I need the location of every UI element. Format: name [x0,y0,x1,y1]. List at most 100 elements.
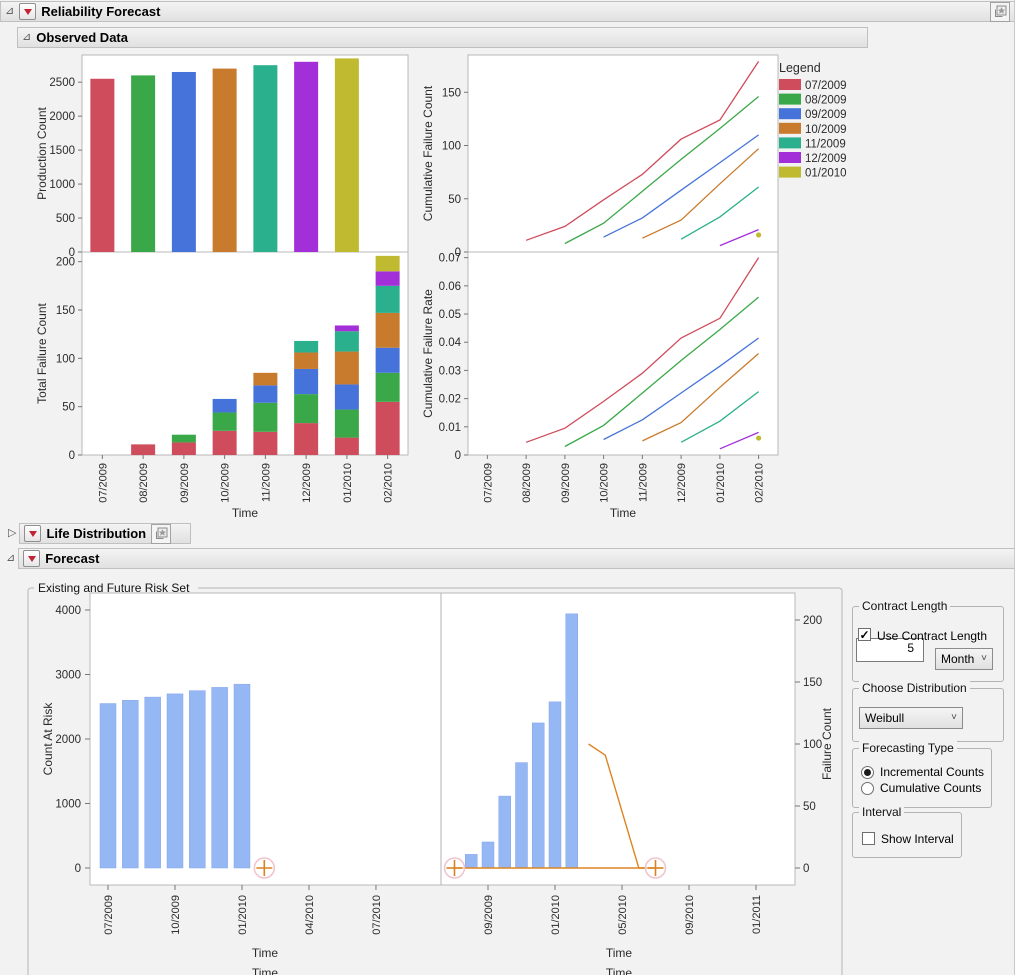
production-bar-12/2009[interactable] [294,61,319,252]
series-point-01/2010[interactable] [756,435,762,441]
disclosure-open-icon[interactable]: ⊿ [6,552,16,564]
total-failure-segment-08/2009-12/2009[interactable] [294,394,319,424]
production-bar-09/2009[interactable] [171,71,196,252]
total-failure-segment-07/2009-08/2009[interactable] [131,444,156,455]
series-line-10/2009[interactable] [642,353,760,442]
total-failure-segment-09/2009-02/2010[interactable] [375,347,400,373]
total-failure-segment-07/2009-09/2009[interactable] [171,442,196,455]
pin-icon[interactable] [990,1,1010,22]
production-bar-11/2009[interactable] [253,65,278,252]
risk-bar-09/2009[interactable] [144,696,161,869]
production-bar-10/2009[interactable] [212,68,237,252]
total-failure-segment-08/2009-01/2010[interactable] [334,409,359,438]
failure-bar-02/2010[interactable] [565,613,578,869]
legend-swatch-10/2009[interactable] [779,122,801,134]
failure-bar-08/2009[interactable] [465,854,478,869]
show-interval-checkbox[interactable] [862,832,875,845]
red-triangle-menu-icon[interactable] [19,3,37,20]
y-tick-label: 0 [455,247,461,259]
series-line-12/2009[interactable] [719,228,759,247]
total-failure-segment-10/2009-12/2009[interactable] [294,352,319,369]
y-axis-title: Failure Count [820,707,834,780]
total-failure-segment-07/2009-10/2009[interactable] [212,430,237,455]
series-line-08/2009[interactable] [564,95,760,245]
legend-swatch-01/2010[interactable] [779,166,801,178]
total-failure-segment-10/2009-01/2010[interactable] [334,351,359,385]
x-tick-label: 09/2009 [560,463,572,503]
disclosure-open-icon[interactable]: ⊿ [22,31,32,43]
legend-swatch-11/2009[interactable] [779,137,801,149]
total-failure-segment-07/2009-11/2009[interactable] [253,431,278,455]
total-failure-segment-10/2009-02/2010[interactable] [375,312,400,348]
forecast-drag-handle[interactable] [644,857,667,879]
risk-bar-10/2009[interactable] [166,693,184,869]
cumulative-counts-radio[interactable] [861,782,874,795]
y-tick-label: 200 [56,257,75,269]
legend-swatch-12/2009[interactable] [779,152,801,163]
y-tick-label: 2000 [49,111,75,123]
total-failure-segment-08/2009-02/2010[interactable] [375,372,400,402]
risk-bar-12/2009[interactable] [211,687,228,869]
red-triangle-menu-icon[interactable] [23,550,41,567]
series-line-07/2009[interactable] [525,257,760,443]
total-failure-segment-08/2009-10/2009[interactable] [212,412,237,431]
total-failure-segment-09/2009-12/2009[interactable] [294,368,319,395]
disclosure-closed-icon[interactable]: ▷ [8,527,17,539]
risk-bar-01/2010[interactable] [233,683,251,869]
series-line-10/2009[interactable] [642,148,760,239]
total-failure-segment-08/2009-09/2009[interactable] [171,434,196,443]
series-line-09/2009[interactable] [603,134,759,238]
total-failure-segment-12/2009-01/2010[interactable] [334,325,359,332]
series-line-12/2009[interactable] [719,431,759,450]
contract-unit-select[interactable]: Month ˅ [935,648,993,670]
pin-icon[interactable] [151,523,172,544]
total-failure-segment-07/2009-01/2010[interactable] [334,437,359,455]
series-point-01/2010[interactable] [756,232,762,238]
production-bar-07/2009[interactable] [90,78,115,252]
total-failure-segment-10/2009-11/2009[interactable] [253,372,278,386]
incremental-counts-radio[interactable] [861,766,874,779]
legend-swatch-09/2009[interactable] [779,108,801,120]
failure-bar-12/2009[interactable] [532,722,545,869]
pin-icon-glyph [995,5,1007,17]
contract-length-input[interactable]: 5 [856,638,924,662]
failure-bar-11/2009[interactable] [515,762,528,869]
legend-swatch-08/2009[interactable] [779,93,801,105]
total-failure-segment-07/2009-12/2009[interactable] [294,423,319,455]
series-line-07/2009[interactable] [525,61,760,241]
total-failure-segment-01/2010-02/2010[interactable] [375,255,400,272]
distribution-select[interactable]: Weibull ˅ [859,707,963,729]
total-failure-segment-09/2009-11/2009[interactable] [253,385,278,403]
total-failure-segment-11/2009-01/2010[interactable] [334,331,359,352]
production-bar-01/2010[interactable] [334,58,359,253]
failure-bar-09/2009[interactable] [481,841,495,869]
series-line-11/2009[interactable] [680,186,759,240]
failure-bar-01/2010[interactable] [548,701,562,869]
x-tick-label: 02/2010 [754,463,766,503]
series-line-09/2009[interactable] [603,337,759,441]
total-failure-segment-09/2009-01/2010[interactable] [334,384,359,410]
disclosure-open-icon[interactable]: ⊿ [5,5,15,17]
total-failure-segment-08/2009-11/2009[interactable] [253,402,278,432]
total-failure-segment-07/2009-02/2010[interactable] [375,401,400,455]
risk-bar-07/2009[interactable] [99,703,117,869]
total-failure-segment-09/2009-10/2009[interactable] [212,398,237,413]
y-tick-label: 0 [75,863,81,875]
failure-bar-10/2009[interactable] [498,795,511,869]
legend-swatch-07/2009[interactable] [779,79,801,90]
risk-bar-08/2009[interactable] [122,700,139,869]
forecast-drag-handle[interactable] [253,857,276,879]
series-line-11/2009[interactable] [680,391,759,443]
y-tick-label: 0.07 [439,253,461,265]
risk-bar-11/2009[interactable] [189,690,206,869]
total-failure-segment-11/2009-12/2009[interactable] [294,340,319,353]
total-failure-segment-12/2009-02/2010[interactable] [375,271,400,286]
red-triangle-menu-icon[interactable] [24,525,42,542]
production-bar-08/2009[interactable] [131,75,156,253]
total-failure-segment-11/2009-02/2010[interactable] [375,285,400,313]
series-line-08/2009[interactable] [564,296,760,448]
forecast-drag-handle[interactable] [443,857,466,879]
use-contract-length-checkbox[interactable] [858,628,871,641]
